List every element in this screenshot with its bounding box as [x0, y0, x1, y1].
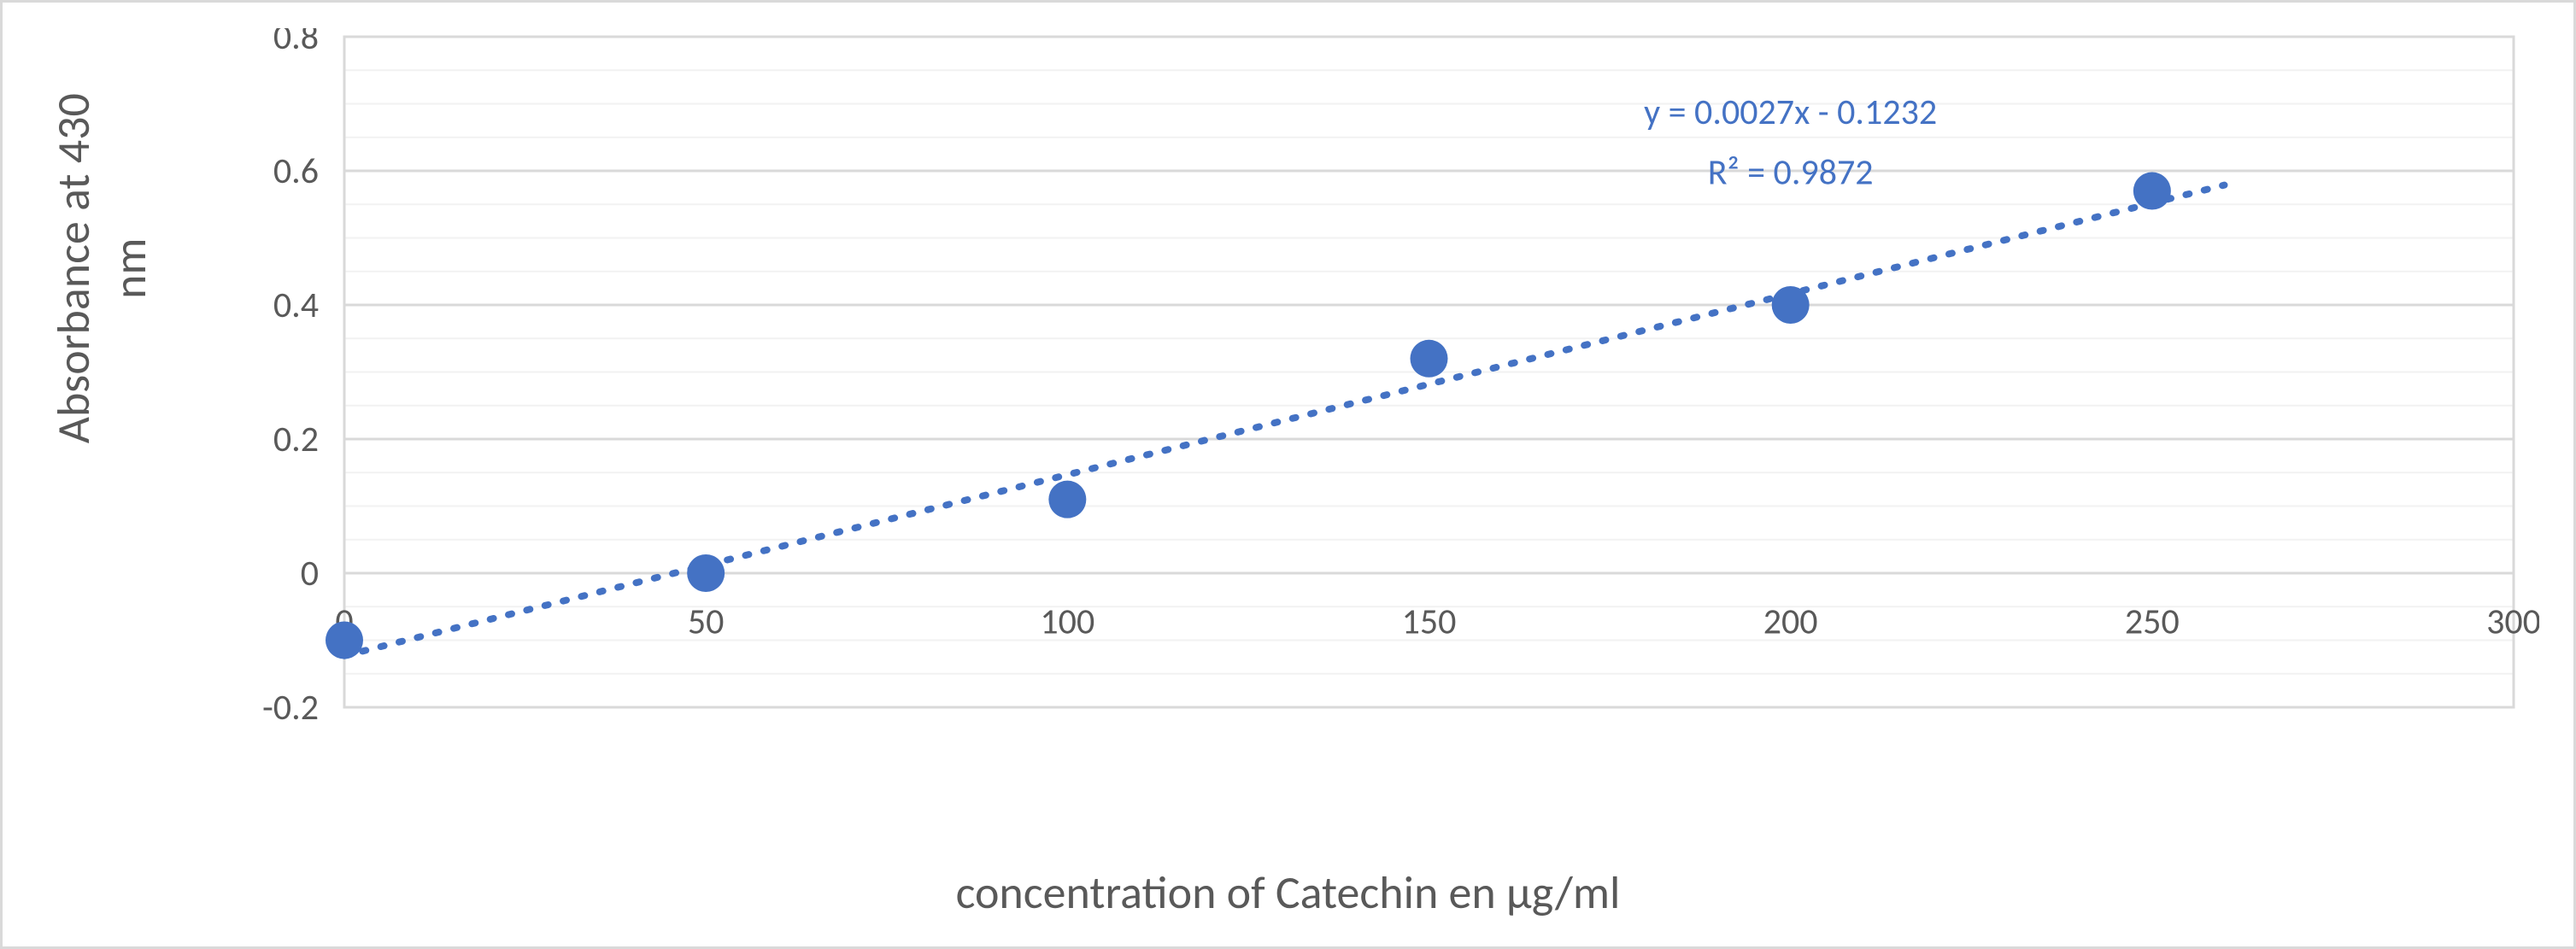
y-tick-label: 0.6	[273, 149, 319, 193]
chart-container: Absorbance at 430nm -0.200.20.40.60.8050…	[0, 0, 2576, 949]
x-tick-label: 100	[1040, 600, 1094, 644]
y-tick-label: 0.4	[273, 284, 319, 327]
trendline-equation: y = 0.0027x - 0.1232	[1644, 91, 1937, 134]
x-tick-label: 250	[2125, 600, 2180, 644]
x-tick-label: 300	[2486, 600, 2539, 644]
y-tick-label: 0	[301, 552, 319, 595]
data-point	[1772, 286, 1810, 324]
x-tick-label: 50	[688, 600, 725, 644]
data-point	[687, 554, 725, 592]
data-point	[1411, 340, 1448, 378]
x-tick-label: 150	[1402, 600, 1457, 644]
data-point	[326, 622, 363, 659]
plot-svg: -0.200.20.40.60.8050100150200250300y = 0…	[173, 28, 2539, 776]
y-tick-label: 0.8	[273, 28, 319, 59]
y-axis-label: Absorbance at 430nm	[45, 0, 158, 567]
plot-area: -0.200.20.40.60.8050100150200250300y = 0…	[173, 28, 2539, 776]
data-point	[2133, 173, 2171, 210]
y-tick-label: -0.2	[262, 686, 319, 729]
x-tick-label: 200	[1763, 600, 1818, 644]
y-axis-label-line1: Absorbance at 430nm	[45, 0, 158, 567]
y-tick-label: 0.2	[273, 418, 319, 461]
data-point	[1048, 481, 1086, 518]
x-axis-label: concentration of Catechin en µg/ml	[3, 864, 2573, 921]
trendline-r2: R² = 0.9872	[1708, 151, 1874, 195]
